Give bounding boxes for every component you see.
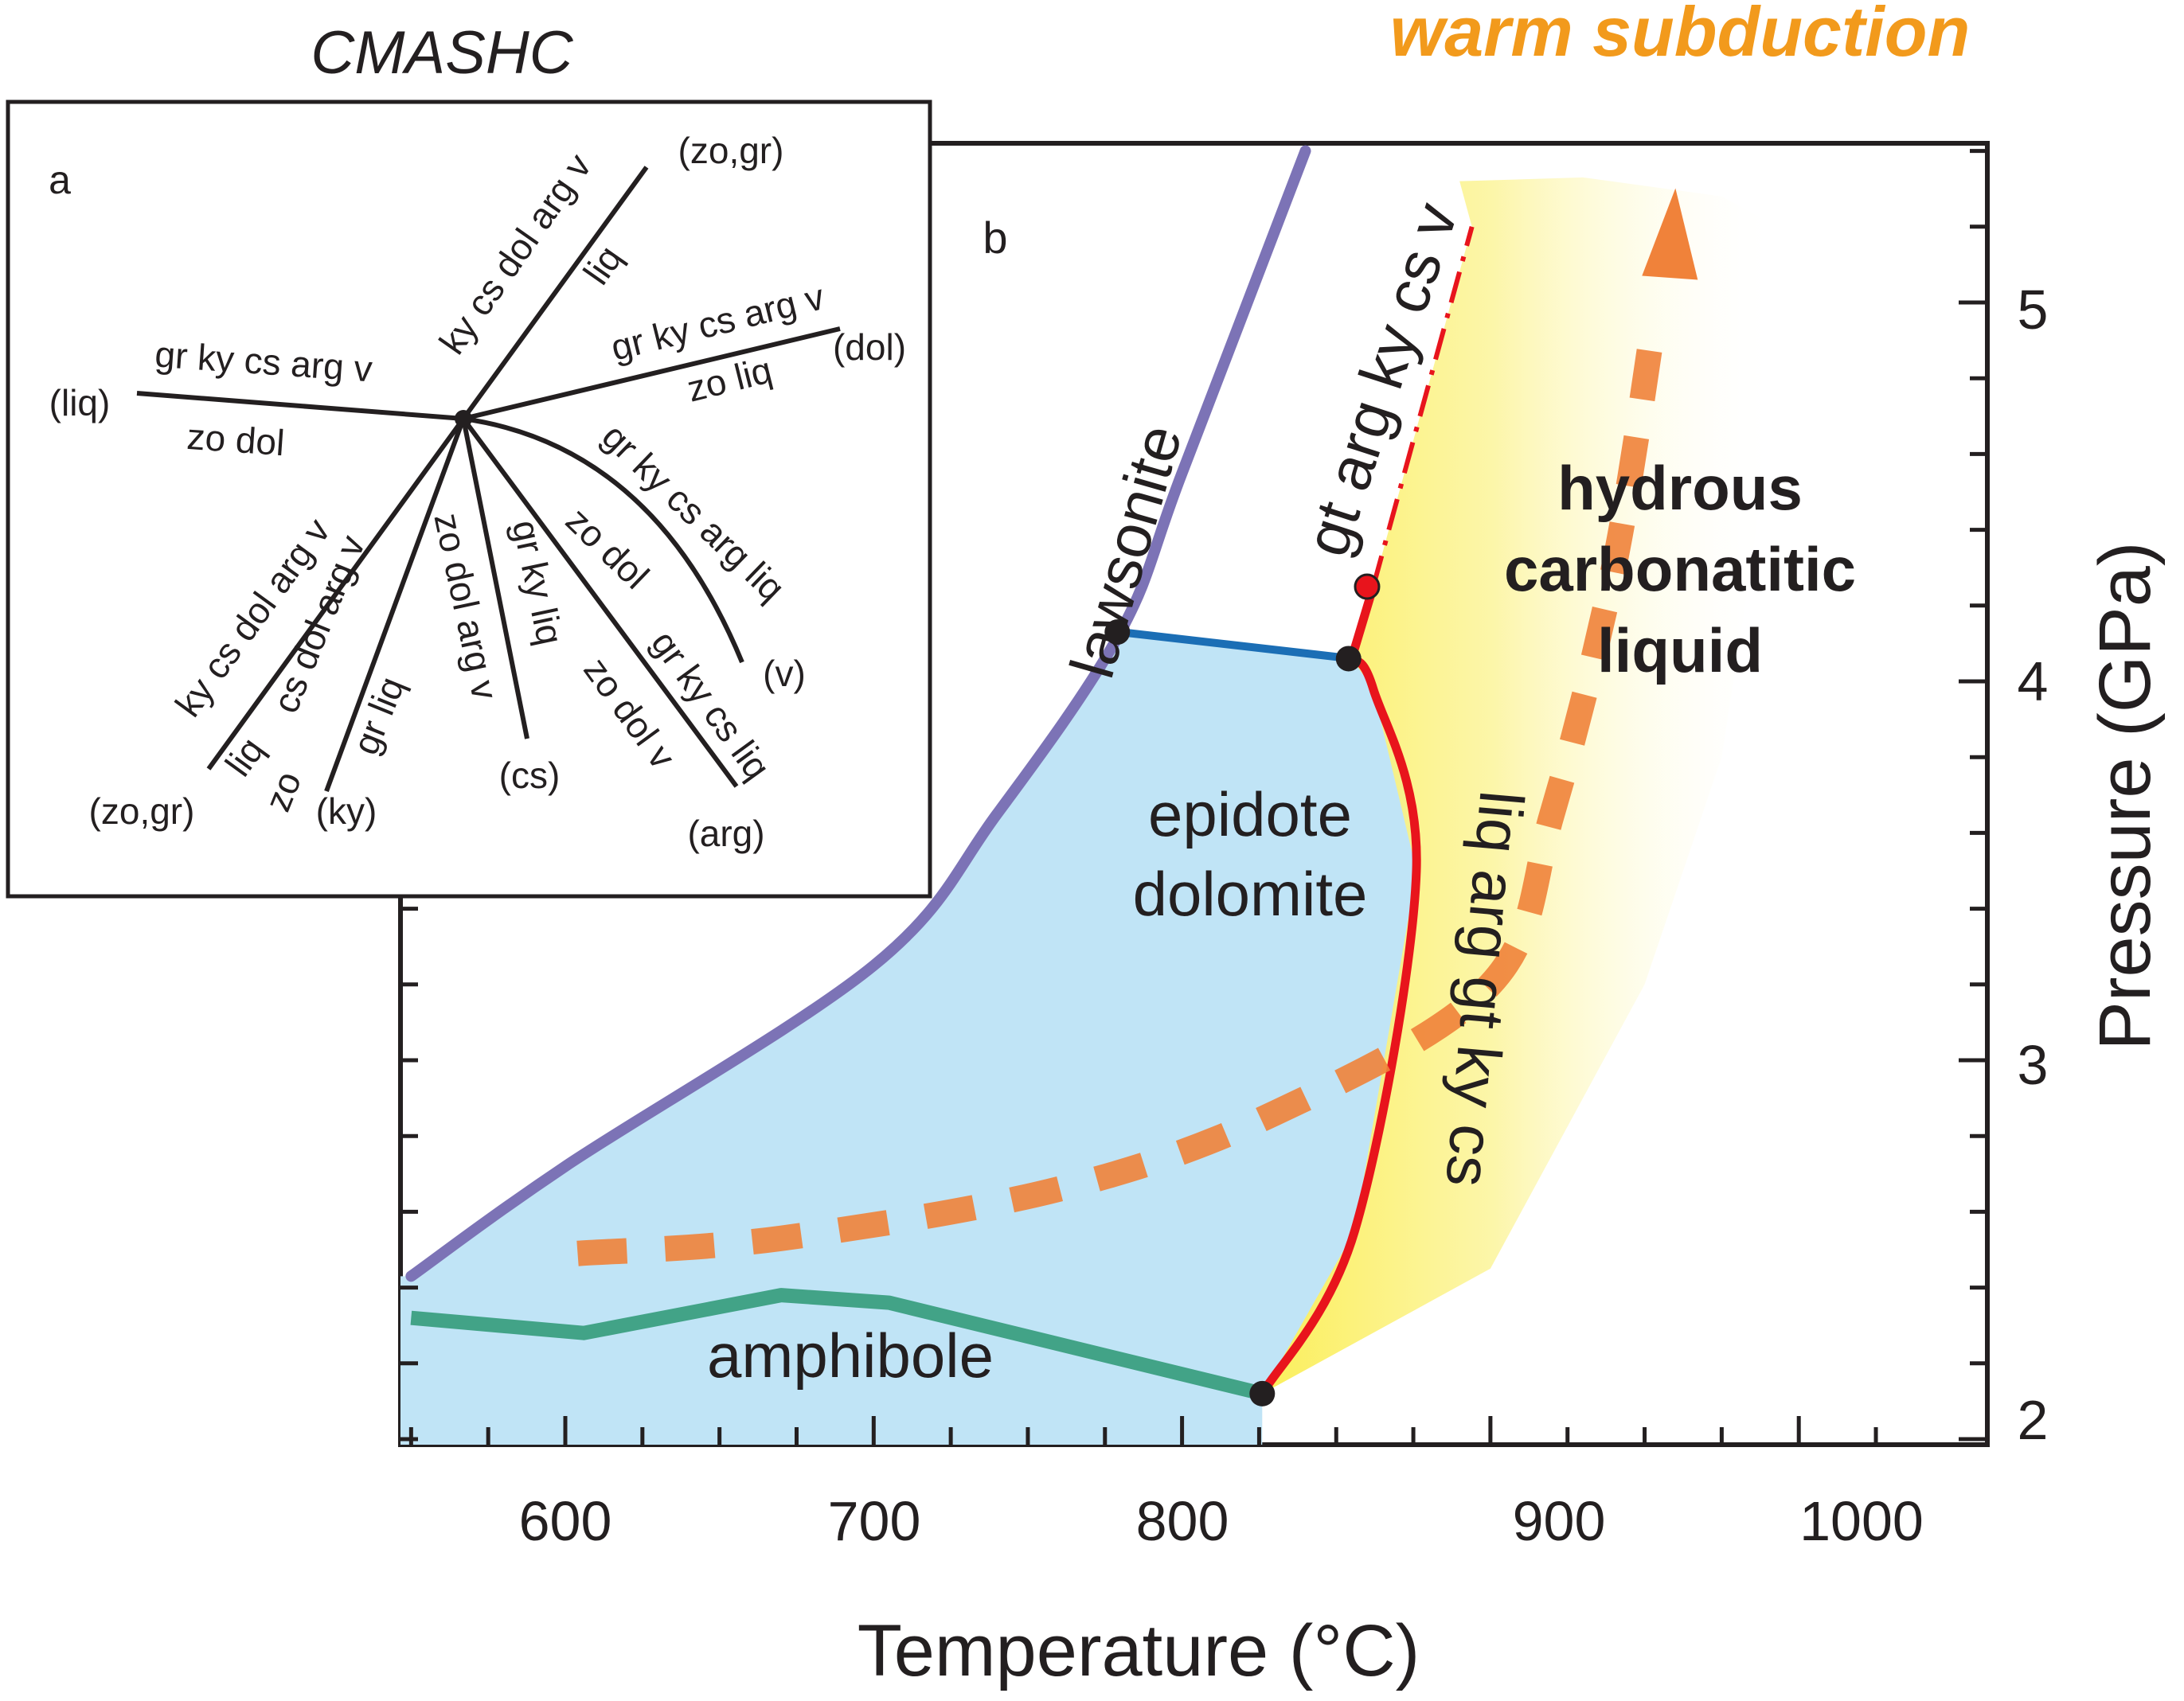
panel-b-label: b bbox=[983, 213, 1007, 263]
metastable-dashed-curve bbox=[1370, 226, 1475, 587]
x-tick-label: 900 bbox=[1513, 1490, 1606, 1552]
lawsonite-curve bbox=[405, 145, 1311, 1282]
diagram-title: warm subduction bbox=[1390, 0, 1971, 71]
reaction-end: (ky) bbox=[316, 790, 377, 832]
reaction-end: (v) bbox=[763, 653, 806, 694]
reaction-label: zo dol bbox=[186, 415, 286, 463]
y-tick-label: 3 bbox=[2018, 1034, 2049, 1096]
reaction-end: (zo,gr) bbox=[678, 130, 784, 171]
x-ticks bbox=[408, 1416, 1878, 1445]
reaction-end: (cs) bbox=[499, 755, 561, 796]
epidote-label: epidote bbox=[1148, 779, 1352, 849]
panel-a-label: a bbox=[49, 158, 71, 202]
reaction-end: (arg) bbox=[687, 813, 764, 854]
liquid-label-1: hydrous bbox=[1557, 453, 1803, 523]
amphibole-label: amphibole bbox=[707, 1321, 994, 1391]
x-tick-label: 1000 bbox=[1799, 1490, 1924, 1552]
panel-a-inset: CMASHC a gr ky cs arg v zo dol (liq) ky … bbox=[6, 19, 932, 899]
melting-curve bbox=[1258, 655, 1421, 1396]
lawsonite-junction-point bbox=[1104, 619, 1131, 646]
reaction-line bbox=[461, 417, 739, 788]
dolomite-label: dolomite bbox=[1133, 859, 1368, 929]
y-tick-label: 5 bbox=[2018, 279, 2049, 341]
reaction-lines bbox=[136, 166, 841, 793]
system-label: CMASHC bbox=[311, 19, 573, 87]
x-tick-label: 700 bbox=[828, 1490, 921, 1552]
reaction-line bbox=[463, 326, 841, 421]
reaction-line bbox=[136, 391, 464, 421]
x-tick-label: 800 bbox=[1136, 1490, 1229, 1552]
panel-a-frame bbox=[6, 99, 932, 899]
reaction-end: (liq) bbox=[49, 382, 111, 423]
upper-junction-point bbox=[1335, 646, 1362, 672]
liquid-label-2: carbonatitic bbox=[1504, 534, 1856, 604]
y-tick-label: 4 bbox=[2018, 650, 2049, 712]
upper-boundary-curve bbox=[1116, 628, 1356, 663]
invariant-points bbox=[1104, 573, 1381, 1406]
y-axis-title: Pressure (GPa) bbox=[2084, 541, 2166, 1050]
reaction-end: (zo,gr) bbox=[89, 790, 195, 832]
reaction-line bbox=[461, 166, 649, 420]
reaction-line bbox=[463, 416, 744, 664]
liquid-endpoint-point bbox=[1354, 573, 1381, 600]
reaction-line bbox=[324, 417, 466, 793]
x-tick-label: 600 bbox=[519, 1490, 612, 1552]
amphibole-curve bbox=[410, 1288, 1264, 1401]
epidote-dolomite-field bbox=[400, 632, 1417, 1445]
reaction-line bbox=[206, 417, 466, 771]
y-tick-label: 2 bbox=[2018, 1389, 2049, 1451]
liquid-label-3: liquid bbox=[1597, 615, 1763, 685]
x-axis-title: Temperature (°C) bbox=[858, 1610, 1420, 1691]
warm-subduction-arrowhead bbox=[1642, 188, 1698, 280]
low-junction-point bbox=[1249, 1380, 1276, 1406]
reaction-end: (dol) bbox=[833, 326, 906, 368]
invariant-point-a bbox=[455, 410, 472, 427]
reaction-line bbox=[461, 418, 529, 739]
